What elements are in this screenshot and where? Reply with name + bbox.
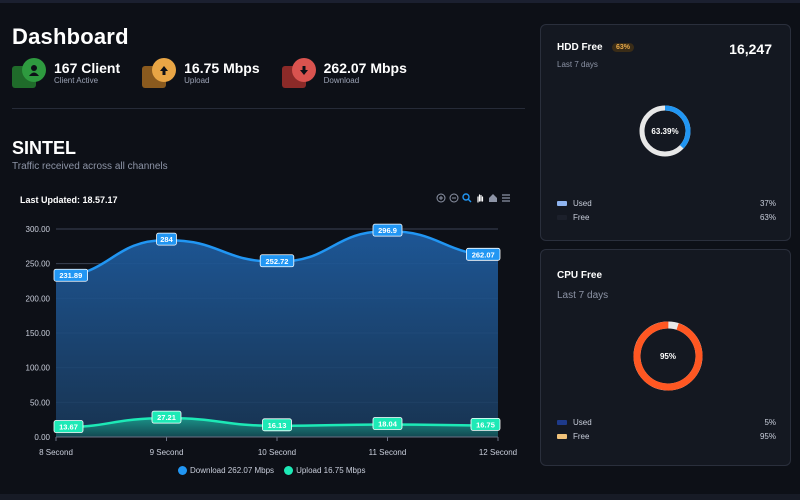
stat-download: 262.07 Mbps Download	[281, 56, 407, 90]
cpu-legend-free-value: 95%	[759, 431, 776, 441]
hdd-legend-free-label: Free	[573, 212, 590, 222]
data-label-box	[53, 420, 84, 433]
hdd-badge: 63%	[612, 43, 635, 52]
user-icon	[12, 56, 46, 90]
cpu-card-title: CPU Free	[557, 270, 603, 281]
search-zoom-icon[interactable]	[462, 193, 472, 203]
data-label-box	[372, 223, 403, 237]
stat-download-value: 262.07 Mbps	[323, 60, 407, 76]
chart-legend: Download 262.07 Mbps Upload 16.75 Mbps	[178, 466, 365, 475]
y-tick-label: 100.00	[26, 364, 51, 373]
bottom-border	[0, 494, 800, 500]
data-label-box	[465, 247, 501, 261]
menu-icon[interactable]	[501, 193, 511, 203]
cpu-legend-free: Free 95%	[557, 429, 776, 443]
data-label: 16.13	[268, 421, 287, 430]
x-tick-label: 12 Second	[479, 448, 517, 457]
stat-clients-label: Client Active	[54, 76, 99, 85]
zoom-in-icon[interactable]	[436, 193, 446, 203]
hdd-legend-used-label: Used	[573, 198, 592, 208]
data-label: 18.04	[378, 419, 398, 428]
y-tick-label: 0.00	[34, 433, 50, 442]
section-title: SINTEL	[12, 138, 77, 158]
stat-clients-value: 167 Client	[54, 60, 121, 76]
data-label-box	[262, 418, 292, 432]
data-label-box	[259, 254, 295, 268]
stat-download-label: Download	[323, 76, 360, 85]
stat-upload-label: Upload	[184, 76, 210, 85]
cpu-donut-chart: 95%	[633, 321, 703, 391]
chart-toolbar	[436, 193, 511, 203]
y-tick-label: 150.00	[26, 329, 51, 338]
cpu-legend-used-label: Used	[573, 417, 592, 427]
legend-download[interactable]: Download 262.07 Mbps	[178, 466, 274, 475]
series-area	[56, 231, 498, 437]
hdd-legend-free: Free 63%	[557, 210, 776, 224]
page-title: Dashboard	[12, 24, 129, 49]
cpu-donut-free	[633, 321, 703, 391]
stat-upload-value: 16.75 Mbps	[184, 60, 260, 76]
traffic-chart: 231.89 284 252.72 296.9 262.07 13.67 27.21 16.1…	[26, 223, 517, 457]
cpu-legend-free-label: Free	[573, 431, 590, 441]
hdd-card-subtitle: Last 7 days	[557, 60, 598, 69]
data-label: 16.75	[476, 420, 495, 429]
legend-upload[interactable]: Upload 16.75 Mbps	[284, 466, 365, 475]
stat-clients: 167 Client Client Active	[12, 56, 120, 90]
cpu-free-card: CPU Free Last 7 days 95% Used 5% Free 95…	[540, 249, 791, 466]
y-tick-label: 250.00	[26, 260, 51, 269]
data-label-box	[470, 417, 501, 431]
zoom-out-icon[interactable]	[449, 193, 459, 203]
data-label: 27.21	[157, 413, 176, 422]
hdd-donut-label: 63.39%	[651, 127, 678, 136]
y-tick-label: 300.00	[26, 225, 51, 234]
cpu-donut-label: 95%	[660, 352, 676, 361]
data-label: 13.67	[59, 423, 78, 432]
cpu-legend: Used 5% Free 95%	[557, 415, 776, 443]
cpu-card-subtitle: Last 7 days	[557, 290, 609, 301]
data-label-box	[53, 268, 88, 282]
x-tick-label: 9 Second	[150, 448, 184, 457]
top-border	[0, 0, 800, 3]
main-panel: Dashboard 167 Client Client Active	[12, 0, 527, 500]
x-tick-label: 11 Second	[369, 448, 407, 457]
home-icon[interactable]	[488, 193, 498, 203]
legend-upload-label: Upload 16.75 Mbps	[296, 466, 366, 475]
y-tick-label: 50.00	[30, 398, 51, 407]
hdd-donut-chart: 63.39%	[639, 105, 691, 157]
hdd-free-card: HDD Free 63% Last 7 days 16,247 63.39% U…	[540, 24, 791, 241]
cloud-upload-icon	[142, 56, 177, 90]
data-label: 252.72	[266, 257, 289, 266]
data-label-box	[156, 232, 177, 246]
last-updated-label: Last Updated: 18.57.17	[20, 195, 118, 205]
data-label-box	[151, 410, 182, 424]
data-label: 296.9	[378, 226, 397, 235]
x-tick-label: 10 Second	[258, 448, 296, 457]
hdd-donut-used	[639, 105, 691, 157]
hdd-card-title: HDD Free	[557, 42, 603, 53]
cpu-legend-used: Used 5%	[557, 415, 776, 429]
legend-download-label: Download 262.07 Mbps	[190, 466, 275, 475]
data-label-box	[372, 417, 403, 430]
hdd-card-value: 16,247	[729, 41, 772, 57]
data-label: 262.07	[472, 250, 495, 259]
stat-upload: 16.75 Mbps Upload	[142, 56, 260, 90]
section-subtitle: Traffic received across all channels	[12, 161, 168, 172]
cpu-legend-used-value: 5%	[764, 417, 776, 427]
pan-hand-icon[interactable]	[475, 193, 485, 203]
y-tick-label: 200.00	[26, 294, 51, 303]
divider	[12, 108, 525, 109]
stats-row: 167 Client Client Active 16.75 Mbps Uplo…	[12, 56, 407, 90]
data-label: 284	[160, 235, 173, 244]
hdd-legend: Used 37% Free 63%	[557, 196, 776, 224]
hdd-legend-used: Used 37%	[557, 196, 776, 210]
hdd-legend-free-value: 63%	[759, 212, 776, 222]
hdd-legend-used-value: 37%	[759, 198, 776, 208]
x-tick-label: 8 Second	[39, 448, 73, 457]
data-label: 231.89	[59, 271, 82, 280]
cloud-download-icon	[281, 56, 316, 90]
